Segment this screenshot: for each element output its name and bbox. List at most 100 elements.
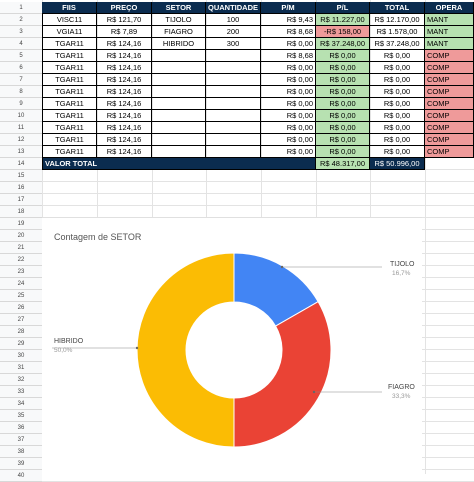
row-header[interactable]: 32 xyxy=(0,374,42,386)
slice-fiagro[interactable] xyxy=(233,300,332,448)
row-header[interactable]: 18 xyxy=(0,206,42,218)
data-cell[interactable]: R$ 124,16 xyxy=(97,110,152,122)
data-cell[interactable]: TGAR11 xyxy=(42,134,97,146)
data-cell[interactable]: R$ 0,00 xyxy=(370,50,425,62)
row-header[interactable]: 37 xyxy=(0,434,42,446)
data-cell[interactable]: R$ 0,00 xyxy=(261,62,316,74)
data-cell[interactable]: COMP xyxy=(425,134,474,146)
row-header[interactable]: 23 xyxy=(0,266,42,278)
data-cell[interactable]: R$ 124,16 xyxy=(97,98,152,110)
data-cell[interactable]: TGAR11 xyxy=(42,38,97,50)
data-cell[interactable]: R$ 0,00 xyxy=(316,86,370,98)
data-cell[interactable]: R$ 0,00 xyxy=(370,110,425,122)
data-cell[interactable]: R$ 12.170,00 xyxy=(370,14,425,26)
row-header[interactable]: 13 xyxy=(0,146,42,158)
data-cell[interactable]: R$ 124,16 xyxy=(97,50,152,62)
data-cell[interactable]: COMP xyxy=(425,110,474,122)
header-cell[interactable]: P/L xyxy=(316,2,370,14)
data-cell[interactable] xyxy=(206,134,261,146)
row-header[interactable]: 5 xyxy=(0,50,42,62)
row-header[interactable]: 7 xyxy=(0,74,42,86)
data-cell[interactable]: R$ 11.227,00 xyxy=(316,14,370,26)
data-cell[interactable]: R$ 0,00 xyxy=(261,122,316,134)
row-header[interactable]: 33 xyxy=(0,386,42,398)
data-cell[interactable]: VGIA11 xyxy=(42,26,97,38)
data-cell[interactable]: R$ 8,68 xyxy=(261,26,316,38)
data-cell[interactable]: R$ 0,00 xyxy=(370,74,425,86)
row-header[interactable]: 15 xyxy=(0,170,42,182)
total-value-cell[interactable]: R$ 50.996,00 xyxy=(370,158,425,170)
data-cell[interactable]: -R$ 158,00 xyxy=(316,26,370,38)
row-header[interactable]: 31 xyxy=(0,362,42,374)
data-cell[interactable]: R$ 8,68 xyxy=(261,50,316,62)
data-cell[interactable]: COMP xyxy=(425,86,474,98)
data-cell[interactable]: COMP xyxy=(425,122,474,134)
data-cell[interactable]: R$ 0,00 xyxy=(316,74,370,86)
data-cell[interactable]: R$ 124,16 xyxy=(97,146,152,158)
data-cell[interactable]: R$ 124,16 xyxy=(97,74,152,86)
total-label-cell[interactable]: VALOR TOTAL xyxy=(42,158,316,170)
data-cell[interactable] xyxy=(206,86,261,98)
data-cell[interactable] xyxy=(206,98,261,110)
row-header[interactable]: 9 xyxy=(0,98,42,110)
data-cell[interactable]: R$ 0,00 xyxy=(261,74,316,86)
data-cell[interactable]: COMP xyxy=(425,146,474,158)
row-header[interactable]: 40 xyxy=(0,470,42,482)
data-cell[interactable]: R$ 0,00 xyxy=(370,122,425,134)
data-cell[interactable]: MANT xyxy=(425,14,474,26)
data-cell[interactable]: R$ 0,00 xyxy=(316,110,370,122)
data-cell[interactable]: R$ 0,00 xyxy=(261,110,316,122)
data-cell[interactable]: MANT xyxy=(425,38,474,50)
data-cell[interactable]: R$ 121,70 xyxy=(97,14,152,26)
data-cell[interactable]: TGAR11 xyxy=(42,86,97,98)
data-cell[interactable] xyxy=(152,74,206,86)
header-cell[interactable]: SETOR xyxy=(152,2,206,14)
row-header[interactable]: 35 xyxy=(0,410,42,422)
data-cell[interactable]: R$ 0,00 xyxy=(370,86,425,98)
data-cell[interactable] xyxy=(152,62,206,74)
row-header[interactable]: 26 xyxy=(0,302,42,314)
row-header[interactable]: 16 xyxy=(0,182,42,194)
data-cell[interactable] xyxy=(152,110,206,122)
row-header[interactable]: 36 xyxy=(0,422,42,434)
row-header[interactable]: 38 xyxy=(0,446,42,458)
pie-chart[interactable]: Contagem de SETOR TIJOLO 16,7% FIAGRO 33… xyxy=(42,217,422,475)
data-cell[interactable]: R$ 0,00 xyxy=(261,86,316,98)
row-header[interactable]: 14 xyxy=(0,158,42,170)
data-cell[interactable]: R$ 7,89 xyxy=(97,26,152,38)
data-cell[interactable] xyxy=(152,146,206,158)
data-cell[interactable] xyxy=(152,134,206,146)
data-cell[interactable]: R$ 0,00 xyxy=(261,146,316,158)
data-cell[interactable]: R$ 37.248,00 xyxy=(316,38,370,50)
header-cell[interactable]: QUANTIDADE xyxy=(206,2,261,14)
row-header[interactable]: 28 xyxy=(0,326,42,338)
data-cell[interactable]: R$ 0,00 xyxy=(316,146,370,158)
data-cell[interactable]: R$ 0,00 xyxy=(370,146,425,158)
data-cell[interactable]: R$ 0,00 xyxy=(316,134,370,146)
data-cell[interactable]: VISC11 xyxy=(42,14,97,26)
row-header[interactable]: 34 xyxy=(0,398,42,410)
row-header[interactable]: 3 xyxy=(0,26,42,38)
data-cell[interactable] xyxy=(206,122,261,134)
data-cell[interactable]: R$ 0,00 xyxy=(370,98,425,110)
data-cell[interactable]: TGAR11 xyxy=(42,74,97,86)
header-cell[interactable]: TOTAL xyxy=(370,2,425,14)
data-cell[interactable]: TIJOLO xyxy=(152,14,206,26)
data-cell[interactable]: COMP xyxy=(425,74,474,86)
row-header[interactable]: 10 xyxy=(0,110,42,122)
data-cell[interactable] xyxy=(206,146,261,158)
header-cell[interactable]: PREÇO xyxy=(97,2,152,14)
header-cell[interactable]: OPERA xyxy=(425,2,474,14)
row-header[interactable]: 4 xyxy=(0,38,42,50)
data-cell[interactable]: TGAR11 xyxy=(42,50,97,62)
empty-cell[interactable] xyxy=(425,158,474,170)
row-header[interactable]: 22 xyxy=(0,254,42,266)
data-cell[interactable]: R$ 124,16 xyxy=(97,122,152,134)
data-cell[interactable] xyxy=(152,122,206,134)
row-header[interactable]: 30 xyxy=(0,350,42,362)
data-cell[interactable]: TGAR11 xyxy=(42,98,97,110)
header-cell[interactable]: P/M xyxy=(261,2,316,14)
data-cell[interactable]: COMP xyxy=(425,98,474,110)
row-header[interactable]: 6 xyxy=(0,62,42,74)
data-cell[interactable] xyxy=(206,74,261,86)
